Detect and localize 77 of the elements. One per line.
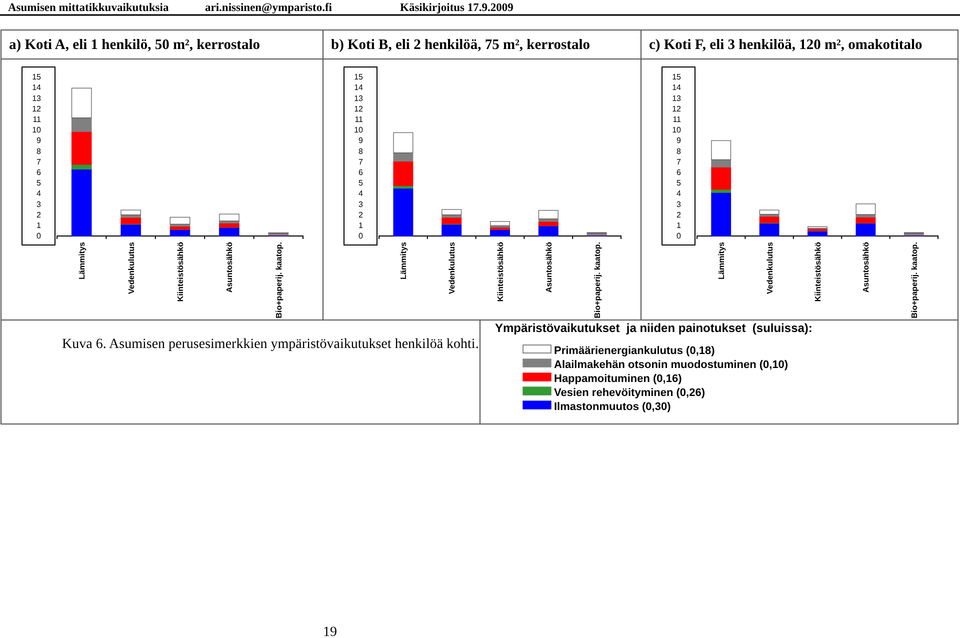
y-tick-label: 6: [358, 168, 364, 177]
y-tick-label: 7: [358, 157, 364, 166]
y-tick-label: 10: [354, 126, 364, 135]
legend-label: Vesien rehevöityminen (0,26): [554, 387, 706, 399]
chart-title: a) Koti A, eli 1 henkilö, 50 m², kerrostalo: [9, 37, 260, 53]
y-tick-label: 13: [354, 94, 364, 103]
y-tick-label: 5: [676, 178, 682, 188]
y-tick-label: 11: [354, 114, 364, 124]
y-tick-label: 5: [36, 178, 42, 188]
legend-label: Primäärienergiankulutus (0,18): [554, 345, 716, 357]
y-tick-label: 7: [676, 157, 682, 166]
chart-title: b) Koti B, eli 2 henkilöä, 75 m², kerrostalo: [331, 37, 590, 53]
y-tick-label: 15: [32, 72, 42, 82]
y-tick-label: 8: [358, 146, 364, 156]
x-tick-label: Asuntosähkö: [544, 242, 554, 293]
y-tick-label: 4: [676, 189, 682, 198]
x-tick-label: Bio+paperij. kaatop.: [592, 242, 602, 318]
legend-label: Happamoituminen (0,16): [554, 373, 682, 385]
y-tick-label: 2: [676, 210, 682, 220]
y-tick-label: 14: [354, 83, 364, 92]
x-tick-label: Kiinteistösähkö: [814, 242, 822, 302]
y-tick-label: 9: [676, 136, 682, 146]
text: Käsikirjoitus 17.9.2009: [400, 2, 514, 14]
y-tick-label: 7: [36, 157, 42, 166]
x-tick-label: Lämmitys: [78, 241, 87, 280]
y-tick-label: 14: [672, 83, 682, 92]
x-tick-label: Asuntosähkö: [225, 242, 234, 293]
y-tick-label: 1: [676, 220, 682, 230]
y-tick-label: 1: [358, 220, 364, 230]
x-tick-label: Lämmitys: [717, 241, 726, 280]
y-tick-label: 13: [672, 94, 682, 103]
y-tick-label: 5: [358, 178, 364, 188]
text: Asumisen mittatikkuvaikutuksia: [8, 2, 169, 14]
y-tick-label: 6: [676, 168, 682, 177]
y-tick-label: 1: [36, 220, 42, 230]
legend-title: Ympäristövaikutukset ja niiden painotukset (suluissa):: [495, 321, 812, 335]
text: 19: [323, 625, 337, 638]
y-tick-label: 10: [32, 126, 42, 135]
y-tick-label: 0: [36, 232, 42, 241]
y-tick-label: 9: [358, 136, 364, 146]
y-tick-label: 15: [672, 72, 682, 82]
y-tick-label: 6: [36, 168, 42, 177]
text: ari.nissinen@ymparisto.fi: [205, 2, 333, 14]
y-tick-label: 12: [32, 104, 42, 114]
y-tick-label: 8: [676, 146, 682, 156]
y-tick-label: 9: [36, 136, 42, 146]
legend-label: Ilmastonmuutos (0,30): [554, 401, 672, 413]
x-tick-label: Bio+paperij. kaatop.: [274, 242, 284, 318]
y-tick-label: 3: [358, 200, 364, 209]
x-tick-label: Bio+paperij. kaatop.: [910, 242, 919, 318]
x-tick-label: Kiinteistösähkö: [176, 242, 185, 302]
y-tick-label: 12: [354, 104, 364, 114]
x-tick-label: Lämmitys: [399, 241, 408, 280]
x-tick-label: Kiinteistösähkö: [496, 242, 505, 302]
y-tick-label: 8: [36, 146, 42, 156]
y-tick-label: 3: [676, 200, 682, 209]
y-tick-label: 0: [676, 232, 682, 241]
x-tick-label: Asuntosähkö: [862, 242, 871, 293]
y-tick-label: 2: [358, 210, 364, 220]
y-tick-label: 11: [32, 114, 42, 124]
y-tick-label: 0: [358, 232, 364, 241]
y-tick-label: 3: [36, 200, 42, 209]
y-tick-label: 2: [36, 210, 42, 220]
text: Kuva 6. Asumisen perusesimerkkien ympäristövaikutukset henkilöä kohti.: [62, 337, 479, 352]
y-tick-label: 14: [32, 83, 42, 92]
y-tick-label: 4: [36, 189, 42, 198]
y-tick-label: 13: [32, 94, 42, 103]
x-tick-label: Vedenkulutus: [448, 241, 457, 294]
y-tick-label: 4: [358, 189, 364, 198]
x-tick-label: Vedenkulutus: [126, 241, 136, 294]
legend-label: Alailmakehän otsonin muodostuminen (0,10): [554, 359, 788, 371]
chart-title: c) Koti F, eli 3 henkilöä, 120 m², omakotitalo: [649, 37, 922, 53]
y-tick-label: 15: [354, 72, 364, 82]
x-tick-label: Vedenkulutus: [765, 241, 774, 294]
y-tick-label: 11: [672, 114, 682, 124]
y-tick-label: 12: [672, 104, 682, 114]
y-tick-label: 10: [672, 126, 682, 135]
